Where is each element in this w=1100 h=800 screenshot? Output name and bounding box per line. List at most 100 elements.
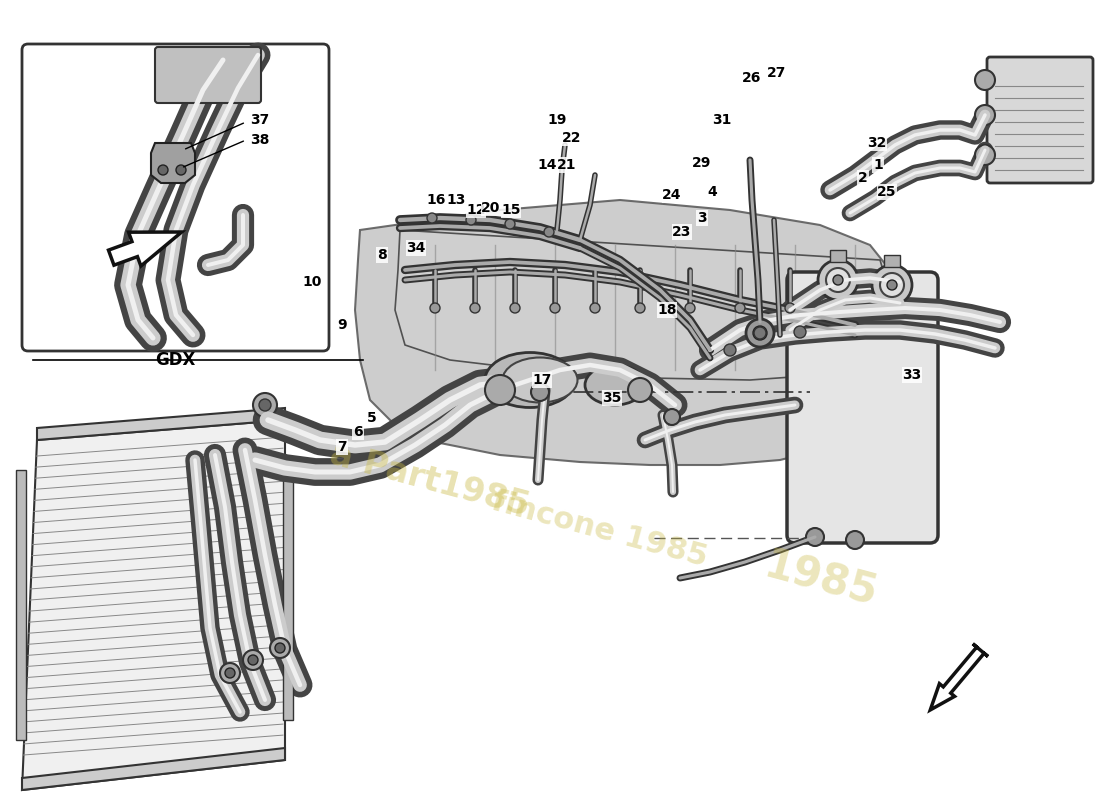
Circle shape: [427, 213, 437, 223]
Text: 14: 14: [537, 158, 557, 172]
Circle shape: [975, 105, 996, 125]
Circle shape: [275, 643, 285, 653]
FancyBboxPatch shape: [155, 47, 261, 103]
Circle shape: [735, 303, 745, 313]
Text: 21: 21: [558, 158, 576, 172]
Circle shape: [258, 399, 271, 411]
Circle shape: [818, 260, 858, 300]
Circle shape: [531, 383, 549, 401]
Text: 12: 12: [466, 203, 486, 217]
Circle shape: [226, 668, 235, 678]
Polygon shape: [151, 143, 195, 183]
Circle shape: [746, 319, 774, 347]
Text: 20: 20: [482, 201, 500, 215]
Polygon shape: [37, 408, 285, 440]
Text: fincone 1985: fincone 1985: [488, 487, 711, 573]
Circle shape: [466, 215, 476, 225]
Circle shape: [754, 327, 766, 339]
Circle shape: [872, 265, 912, 305]
Circle shape: [685, 303, 695, 313]
Circle shape: [754, 326, 767, 340]
Text: 8: 8: [377, 248, 387, 262]
Text: 7: 7: [338, 440, 346, 454]
Text: 2: 2: [858, 171, 868, 185]
Polygon shape: [931, 644, 988, 710]
Polygon shape: [395, 230, 895, 380]
Circle shape: [975, 70, 996, 90]
FancyBboxPatch shape: [786, 272, 938, 543]
Text: 38: 38: [250, 133, 270, 147]
Ellipse shape: [585, 365, 645, 405]
Text: 1: 1: [873, 158, 883, 172]
Circle shape: [253, 393, 277, 417]
Circle shape: [243, 650, 263, 670]
Circle shape: [628, 378, 652, 402]
Text: 13: 13: [447, 193, 465, 207]
Text: 19: 19: [548, 113, 566, 127]
Text: 5: 5: [367, 411, 377, 425]
Text: 37: 37: [250, 113, 270, 127]
FancyBboxPatch shape: [987, 57, 1093, 183]
Text: GDX: GDX: [155, 351, 196, 369]
Circle shape: [887, 280, 896, 290]
Circle shape: [975, 145, 996, 165]
Circle shape: [470, 303, 480, 313]
Circle shape: [806, 528, 824, 546]
Text: a Part1985: a Part1985: [327, 438, 534, 522]
Circle shape: [430, 303, 440, 313]
Polygon shape: [109, 232, 182, 266]
Bar: [884, 255, 900, 267]
Circle shape: [794, 326, 806, 338]
Polygon shape: [22, 748, 285, 790]
Text: 3: 3: [697, 211, 707, 225]
Text: 18: 18: [658, 303, 676, 317]
Text: 6: 6: [353, 425, 363, 439]
Circle shape: [248, 655, 258, 665]
Text: 15: 15: [502, 203, 520, 217]
Bar: [16, 470, 26, 740]
Text: 24: 24: [662, 188, 682, 202]
Text: 10: 10: [302, 275, 321, 289]
Ellipse shape: [485, 353, 575, 407]
Text: 34: 34: [406, 241, 426, 255]
Circle shape: [485, 375, 515, 405]
Text: 23: 23: [672, 225, 692, 239]
Bar: [283, 470, 293, 720]
Polygon shape: [355, 200, 895, 465]
Circle shape: [785, 303, 795, 313]
Text: 26: 26: [742, 71, 761, 85]
Text: 9: 9: [338, 318, 346, 332]
Circle shape: [510, 303, 520, 313]
Text: 16: 16: [427, 193, 446, 207]
Text: 29: 29: [692, 156, 712, 170]
Text: 1985: 1985: [759, 545, 881, 615]
Text: 35: 35: [603, 391, 622, 405]
Text: 4: 4: [707, 185, 717, 199]
Circle shape: [833, 275, 843, 285]
Bar: [830, 250, 846, 262]
Text: 31: 31: [713, 113, 732, 127]
Circle shape: [590, 303, 600, 313]
Circle shape: [664, 409, 680, 425]
Circle shape: [544, 227, 554, 237]
Circle shape: [846, 531, 864, 549]
Circle shape: [635, 303, 645, 313]
Circle shape: [826, 268, 850, 292]
Circle shape: [220, 663, 240, 683]
Circle shape: [176, 165, 186, 175]
Text: 33: 33: [902, 368, 922, 382]
Text: 22: 22: [562, 131, 582, 145]
Circle shape: [550, 303, 560, 313]
Text: 32: 32: [867, 136, 887, 150]
Polygon shape: [22, 420, 285, 790]
FancyBboxPatch shape: [22, 44, 329, 351]
Circle shape: [158, 165, 168, 175]
Circle shape: [880, 273, 904, 297]
Text: 27: 27: [768, 66, 786, 80]
Circle shape: [724, 344, 736, 356]
Circle shape: [505, 219, 515, 229]
Ellipse shape: [503, 358, 578, 402]
Text: 17: 17: [532, 373, 552, 387]
Text: 25: 25: [878, 185, 896, 199]
Circle shape: [270, 638, 290, 658]
